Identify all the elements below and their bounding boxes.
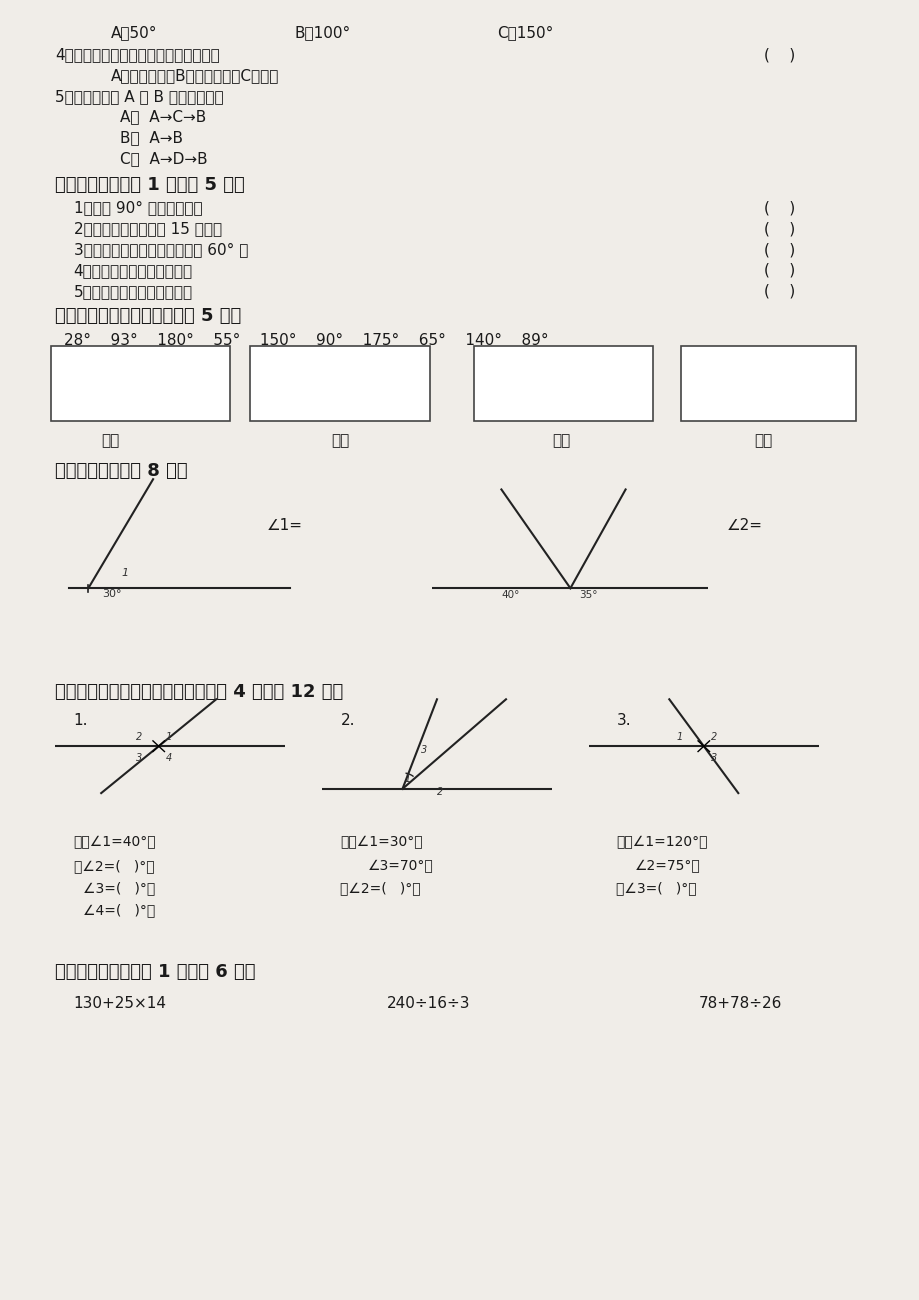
Text: 1: 1 <box>121 568 129 578</box>
Text: B、100°: B、100° <box>294 25 350 40</box>
Text: 40°: 40° <box>501 590 519 601</box>
Text: 直角: 直角 <box>331 433 349 448</box>
Text: A、50°: A、50° <box>110 25 157 40</box>
Text: B、  A→B: B、 A→B <box>119 130 182 146</box>
Text: 3: 3 <box>136 753 142 763</box>
Text: 锐角: 锐角 <box>101 433 119 448</box>
Text: 5、右图中，从 A 到 B 最短的路线是: 5、右图中，从 A 到 B 最短的路线是 <box>55 88 223 104</box>
Text: 2: 2 <box>136 732 142 742</box>
Text: ∠2=: ∠2= <box>726 517 762 533</box>
Text: 240÷16÷3: 240÷16÷3 <box>386 996 470 1011</box>
Text: 1: 1 <box>404 775 411 784</box>
Text: (    ): ( ) <box>763 242 794 257</box>
Text: 已知∠1=120°，: 已知∠1=120°， <box>616 836 707 849</box>
Text: 三、判断题（每题 1 分，共 5 分）: 三、判断题（每题 1 分，共 5 分） <box>55 176 244 194</box>
Text: 已知∠1=40°，: 已知∠1=40°， <box>74 836 156 849</box>
Text: 4、把线段一段无限延长，就能得到一条: 4、把线段一段无限延长，就能得到一条 <box>55 47 220 62</box>
Text: 五、看图计算（共 8 分）: 五、看图计算（共 8 分） <box>55 462 187 480</box>
Bar <box>680 346 855 421</box>
Text: ∠1=: ∠1= <box>267 517 302 533</box>
Text: 七、脆式计算（每题 1 分，共 6 分）: 七、脆式计算（每题 1 分，共 6 分） <box>55 963 255 982</box>
Text: 3、等边三角形的三个内角都是 60° 。: 3、等边三角形的三个内角都是 60° 。 <box>74 242 248 257</box>
Text: 四、把下面的角进行分类（共 5 分）: 四、把下面的角进行分类（共 5 分） <box>55 307 241 325</box>
Text: 1: 1 <box>675 732 682 742</box>
Text: 求∠3=(   )°。: 求∠3=( )°。 <box>616 881 697 894</box>
Text: (    ): ( ) <box>763 200 794 216</box>
Bar <box>51 346 230 421</box>
Text: 鹍角: 鹍角 <box>551 433 570 448</box>
Text: 平角: 平角 <box>754 433 772 448</box>
Text: ∠3=(   )°，: ∠3=( )°， <box>83 881 155 894</box>
Text: 2: 2 <box>710 732 716 742</box>
Text: ∠4=(   )°。: ∠4=( )°。 <box>83 903 155 916</box>
Text: 3: 3 <box>710 753 716 763</box>
Text: 2.: 2. <box>340 712 355 728</box>
Text: 求∠2=(   )°，: 求∠2=( )°， <box>74 859 154 872</box>
Text: (    ): ( ) <box>763 221 794 237</box>
Text: (    ): ( ) <box>763 263 794 278</box>
Text: ∠2=75°，: ∠2=75°， <box>634 859 699 872</box>
Text: (    ): ( ) <box>763 47 794 62</box>
Text: 30°: 30° <box>102 589 121 599</box>
Text: C、150°: C、150° <box>496 25 552 40</box>
Text: 3: 3 <box>421 745 426 754</box>
Text: 2: 2 <box>437 788 443 797</box>
Text: 35°: 35° <box>578 590 596 601</box>
Text: A、线段　　　B、射线　　　C、直线: A、线段 B、射线 C、直线 <box>110 68 278 83</box>
Text: 28°    93°    180°    55°    150°    90°    175°    65°    140°    89°: 28° 93° 180° 55° 150° 90° 175° 65° 140° … <box>64 333 549 348</box>
Text: 1: 1 <box>165 732 172 742</box>
Bar <box>250 346 429 421</box>
Text: 1、大于 90° 的角叫鹍角。: 1、大于 90° 的角叫鹍角。 <box>74 200 202 216</box>
Text: 78+78÷26: 78+78÷26 <box>698 996 782 1011</box>
Text: 5、过一点可以画一条线段。: 5、过一点可以画一条线段。 <box>74 283 192 299</box>
Text: (    ): ( ) <box>763 283 794 299</box>
Text: 4: 4 <box>165 753 172 763</box>
Text: 3.: 3. <box>616 712 630 728</box>
Text: A、  A→C→B: A、 A→C→B <box>119 109 206 125</box>
Text: 求∠2=(   )°。: 求∠2=( )°。 <box>340 881 421 894</box>
Text: 130+25×14: 130+25×14 <box>74 996 166 1011</box>
Text: 六、求下面图中各角度的度数（每题 4 分，共 12 分）: 六、求下面图中各角度的度数（每题 4 分，共 12 分） <box>55 682 343 701</box>
Text: 2、一条射线的长度是 15 厘米。: 2、一条射线的长度是 15 厘米。 <box>74 221 221 237</box>
Text: 4、角的边越长，角就越大。: 4、角的边越长，角就越大。 <box>74 263 192 278</box>
Text: C、  A→D→B: C、 A→D→B <box>119 151 207 166</box>
Text: 1.: 1. <box>74 712 88 728</box>
Text: 已知∠1=30°，: 已知∠1=30°， <box>340 836 423 849</box>
Bar <box>473 346 652 421</box>
Text: ∠3=70°，: ∠3=70°， <box>368 859 433 872</box>
